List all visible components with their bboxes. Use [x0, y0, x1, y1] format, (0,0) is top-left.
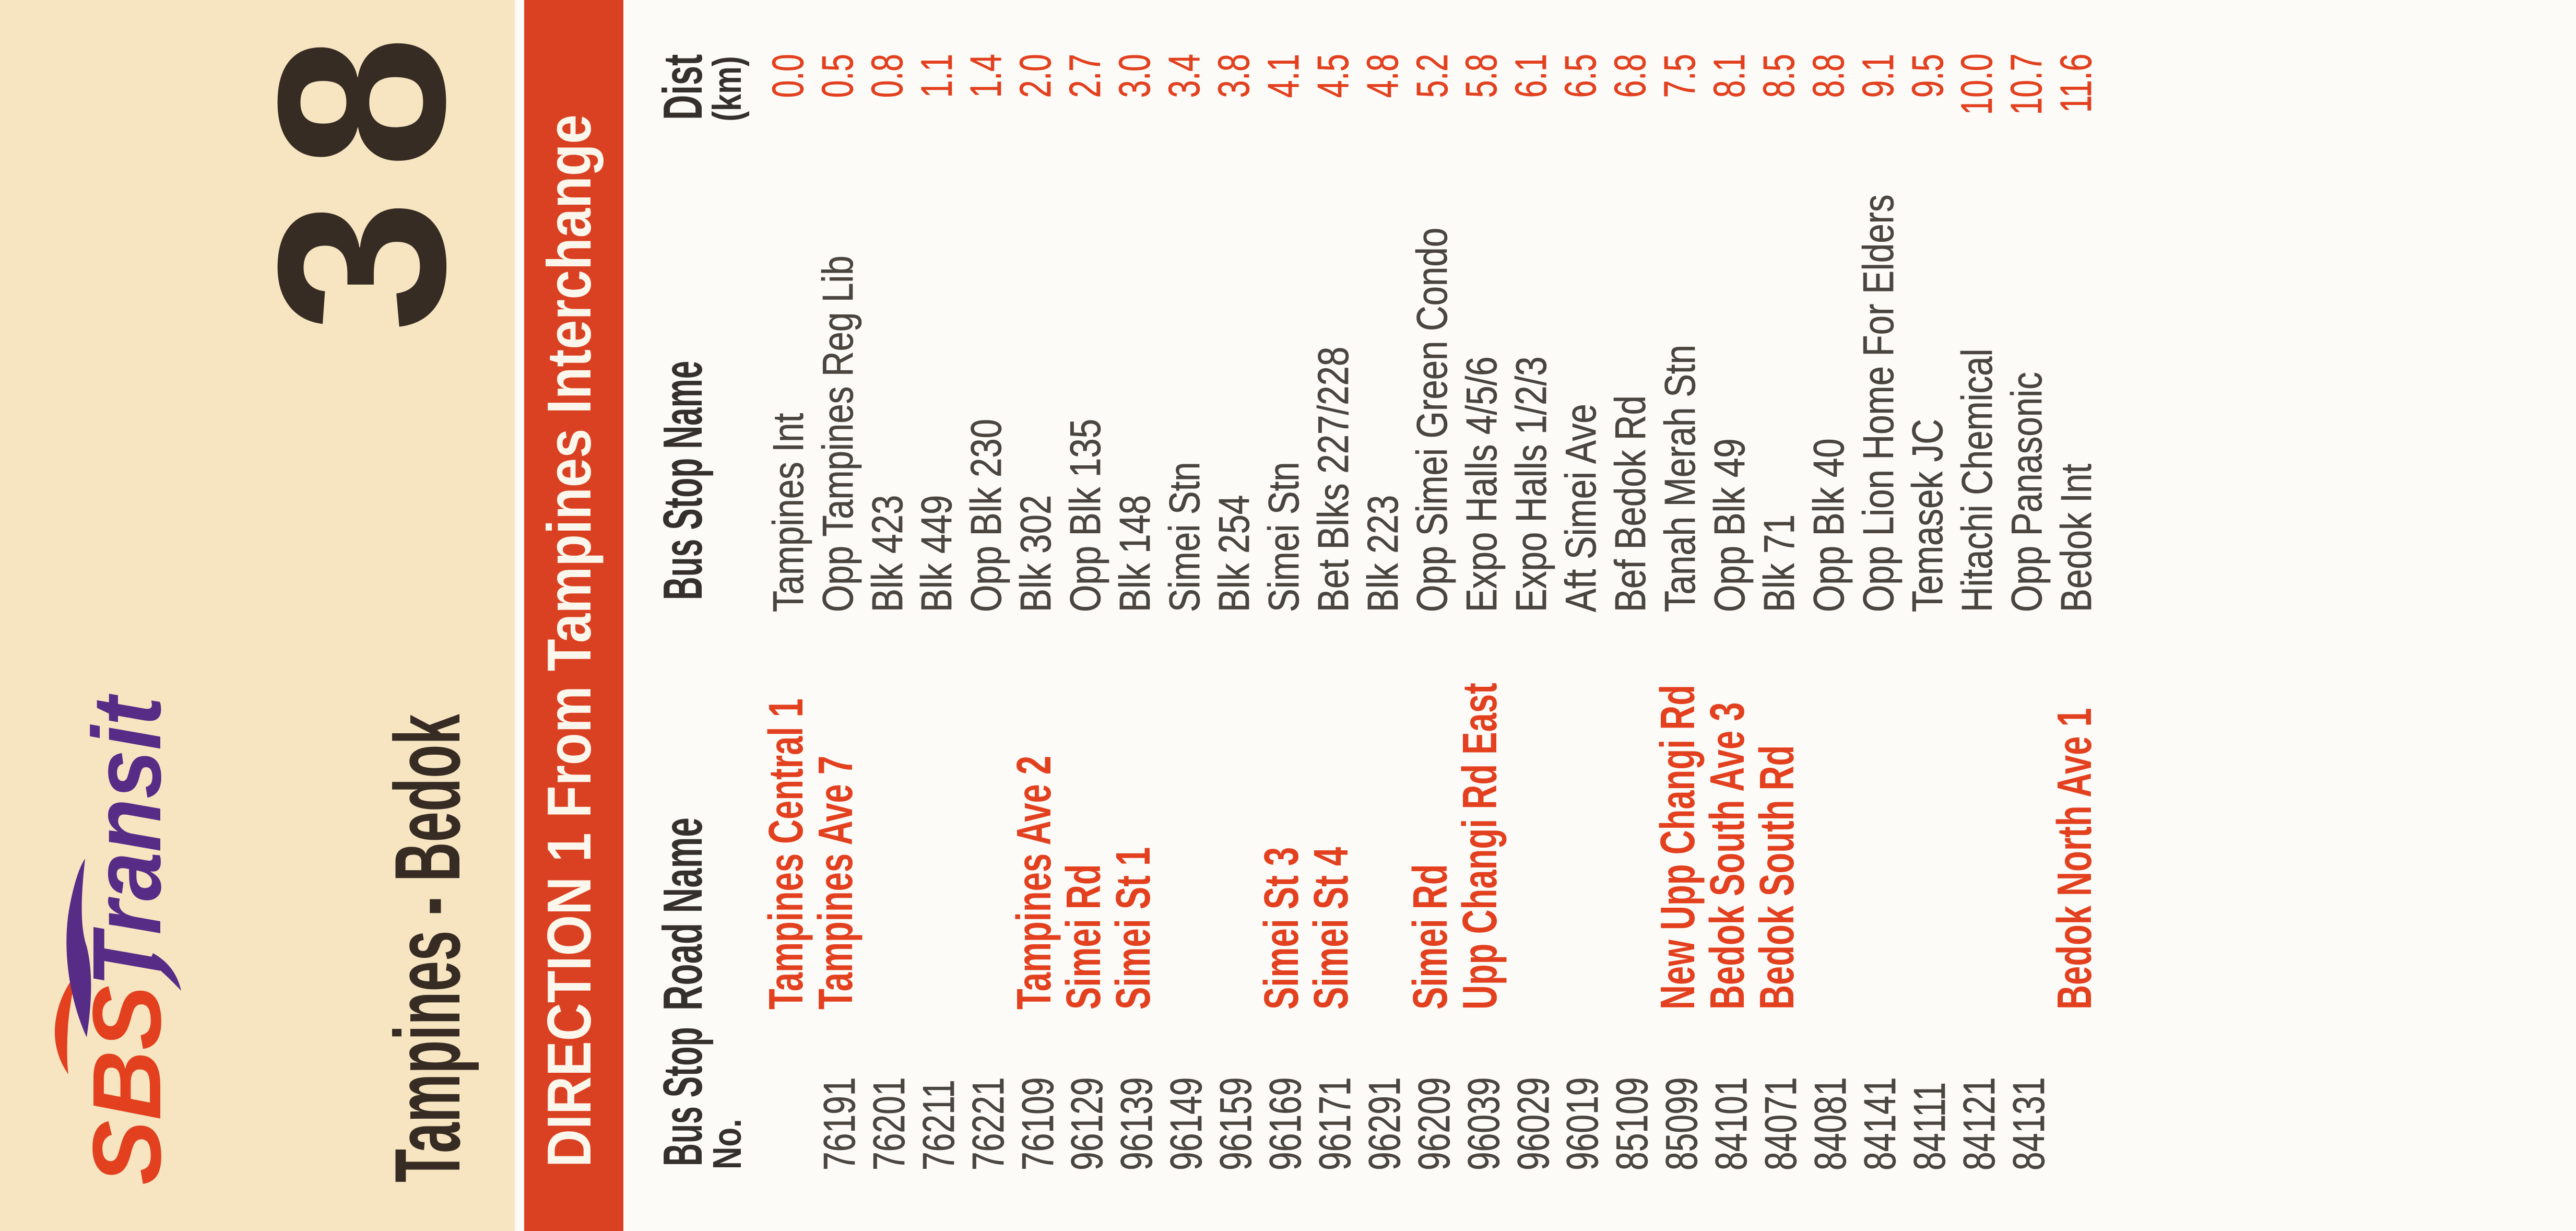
svg-text:Transit: Transit — [73, 694, 181, 987]
svg-text:SBS: SBS — [73, 986, 181, 1185]
